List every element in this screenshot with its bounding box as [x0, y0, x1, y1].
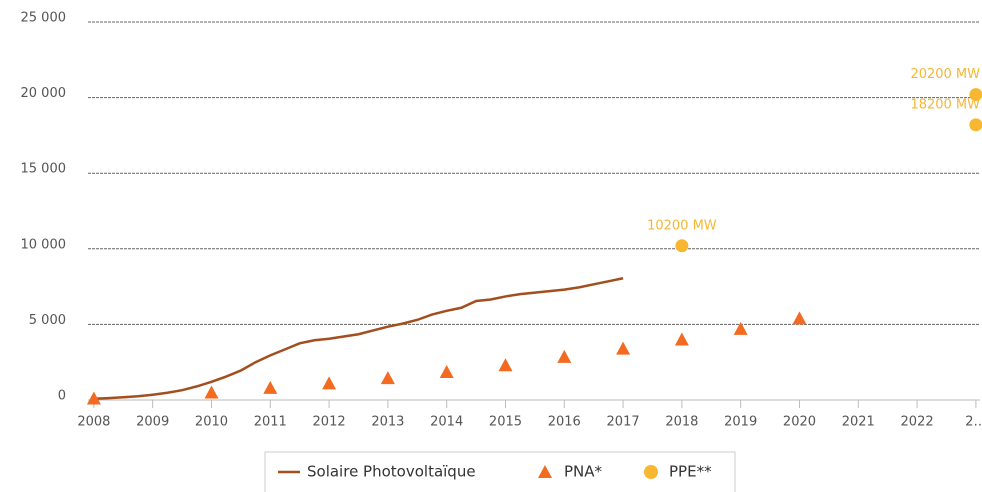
triangle-marker: [204, 385, 219, 399]
legend-label: PPE**: [669, 463, 712, 481]
data-label: 20200 MW: [910, 67, 980, 82]
x-tick-label: 2017: [607, 415, 640, 430]
data-label: 10200 MW: [647, 218, 717, 233]
dot-marker: [969, 118, 982, 132]
x-tick-label: 2016: [548, 415, 581, 430]
triangle-marker: [498, 358, 513, 372]
y-tick-label: 25 000: [21, 11, 67, 26]
legend-label: Solaire Photovoltaïque: [307, 463, 476, 481]
x-tick-label: 2012: [313, 415, 346, 430]
x-tick-label: 2…: [965, 415, 982, 430]
x-tick-label: 2008: [77, 415, 110, 430]
triangle-marker: [86, 391, 101, 405]
x-tick-label: 2019: [724, 415, 757, 430]
y-tick-label: 10 000: [21, 237, 67, 252]
x-tick-label: 2010: [195, 415, 228, 430]
x-tick-label: 2009: [136, 415, 169, 430]
y-tick-label: 5 000: [29, 313, 66, 328]
triangle-marker: [263, 380, 278, 394]
triangle-marker: [616, 341, 631, 355]
x-tick-label: 2014: [430, 415, 463, 430]
dot-marker: [969, 88, 982, 102]
x-tick-label: 2021: [842, 415, 875, 430]
series-line: [93, 277, 624, 401]
dot-marker: [675, 239, 689, 253]
legend-triangle: [538, 465, 552, 478]
x-tick-label: 2015: [489, 415, 522, 430]
y-tick-label: 0: [58, 389, 66, 404]
legend-label: PNA*: [564, 463, 603, 481]
triangle-marker: [322, 376, 337, 390]
x-tick-label: 2013: [371, 415, 404, 430]
triangle-marker: [439, 365, 454, 379]
triangle-marker: [557, 349, 572, 363]
x-tick-label: 2022: [901, 415, 934, 430]
triangle-marker: [733, 321, 748, 335]
x-tick-label: 2018: [665, 415, 698, 430]
legend-dot: [644, 465, 658, 479]
triangle-marker: [792, 311, 807, 325]
triangle-marker: [674, 332, 689, 346]
data-label: 18200 MW: [910, 97, 980, 112]
triangle-marker: [380, 371, 395, 385]
x-tick-label: 2011: [254, 415, 287, 430]
x-tick-label: 2020: [783, 415, 816, 430]
y-tick-label: 15 000: [21, 162, 67, 177]
y-tick-label: 20 000: [21, 86, 67, 101]
